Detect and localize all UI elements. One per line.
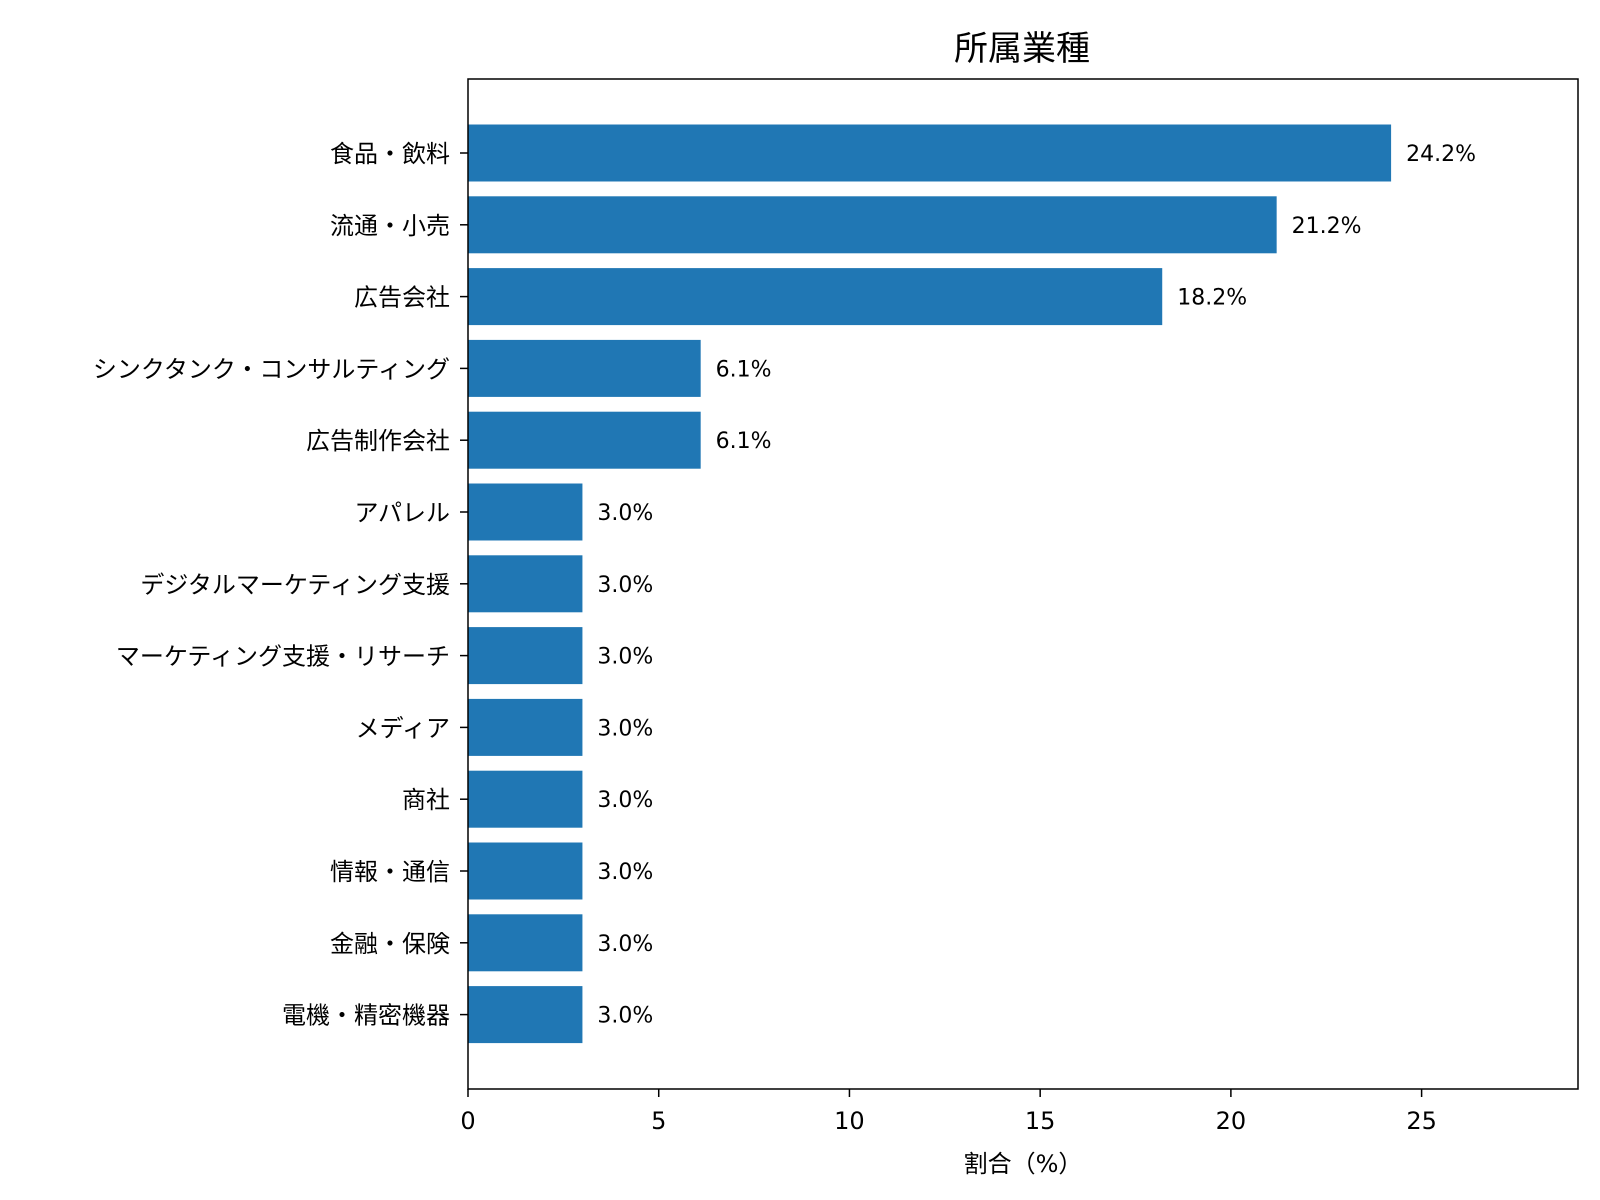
category-label-12: 電機・精密機器 bbox=[282, 1002, 450, 1030]
bar-4 bbox=[468, 411, 701, 469]
value-label-3: 6.1% bbox=[716, 357, 772, 382]
x-tick-label-4: 20 bbox=[1216, 1107, 1247, 1135]
bar-0 bbox=[468, 124, 1392, 182]
value-labels: 24.2% 21.2% 18.2% 6.1% 6.1% 3.0% 3.0% 3.0% 3.0% 3… bbox=[597, 142, 1476, 1029]
category-label-11: 金融・保険 bbox=[330, 930, 450, 958]
x-axis: 0 5 10 15 20 25 bbox=[460, 1089, 1437, 1135]
category-label-2: 広告会社 bbox=[354, 284, 450, 312]
category-label-6: デジタルマーケティング支援 bbox=[140, 571, 450, 599]
x-tick-label-1: 5 bbox=[651, 1107, 666, 1135]
bars-group bbox=[468, 124, 1392, 1044]
value-label-11: 3.0% bbox=[597, 932, 653, 957]
value-label-0: 24.2% bbox=[1406, 142, 1476, 167]
value-label-10: 3.0% bbox=[597, 860, 653, 885]
bar-11 bbox=[468, 914, 583, 972]
bar-1 bbox=[468, 196, 1277, 254]
value-label-9: 3.0% bbox=[597, 788, 653, 813]
category-label-4: 広告制作会社 bbox=[306, 427, 450, 455]
x-tick-label-0: 0 bbox=[460, 1107, 475, 1135]
bar-7 bbox=[468, 627, 583, 685]
x-tick-label-5: 25 bbox=[1406, 1107, 1437, 1135]
value-label-1: 21.2% bbox=[1292, 214, 1362, 239]
x-axis-label: 割合（%） bbox=[964, 1150, 1083, 1178]
category-label-9: 商社 bbox=[402, 786, 450, 814]
category-label-10: 情報・通信 bbox=[330, 858, 450, 886]
category-label-1: 流通・小売 bbox=[330, 212, 450, 240]
value-label-5: 3.0% bbox=[597, 501, 653, 526]
bar-6 bbox=[468, 555, 583, 613]
category-label-0: 食品・飲料 bbox=[330, 140, 450, 168]
value-label-8: 3.0% bbox=[597, 716, 653, 741]
bar-3 bbox=[468, 339, 701, 397]
value-label-2: 18.2% bbox=[1177, 286, 1247, 311]
bar-9 bbox=[468, 770, 583, 828]
category-label-8: メディア bbox=[356, 714, 450, 742]
value-label-7: 3.0% bbox=[597, 645, 653, 670]
category-label-3: シンクタンク・コンサルティング bbox=[93, 355, 450, 383]
bar-12 bbox=[468, 986, 583, 1044]
value-label-6: 3.0% bbox=[597, 573, 653, 598]
category-label-7: マーケティング支援・リサーチ bbox=[116, 643, 450, 671]
plot-frame bbox=[467, 78, 1579, 1090]
bar-8 bbox=[468, 698, 583, 756]
bar-10 bbox=[468, 842, 583, 900]
category-labels: 食品・飲料流通・小売広告会社シンクタンク・コンサルティング広告制作会社アパレルデ… bbox=[93, 140, 468, 1030]
bar-2 bbox=[468, 268, 1163, 326]
value-label-12: 3.0% bbox=[597, 1004, 653, 1029]
bar-5 bbox=[468, 483, 583, 541]
x-tick-label-2: 10 bbox=[834, 1107, 865, 1135]
value-label-4: 6.1% bbox=[716, 429, 772, 454]
category-label-5: アパレル bbox=[354, 499, 450, 527]
x-tick-label-3: 15 bbox=[1025, 1107, 1056, 1135]
chart-title: 所属業種 bbox=[954, 29, 1090, 69]
